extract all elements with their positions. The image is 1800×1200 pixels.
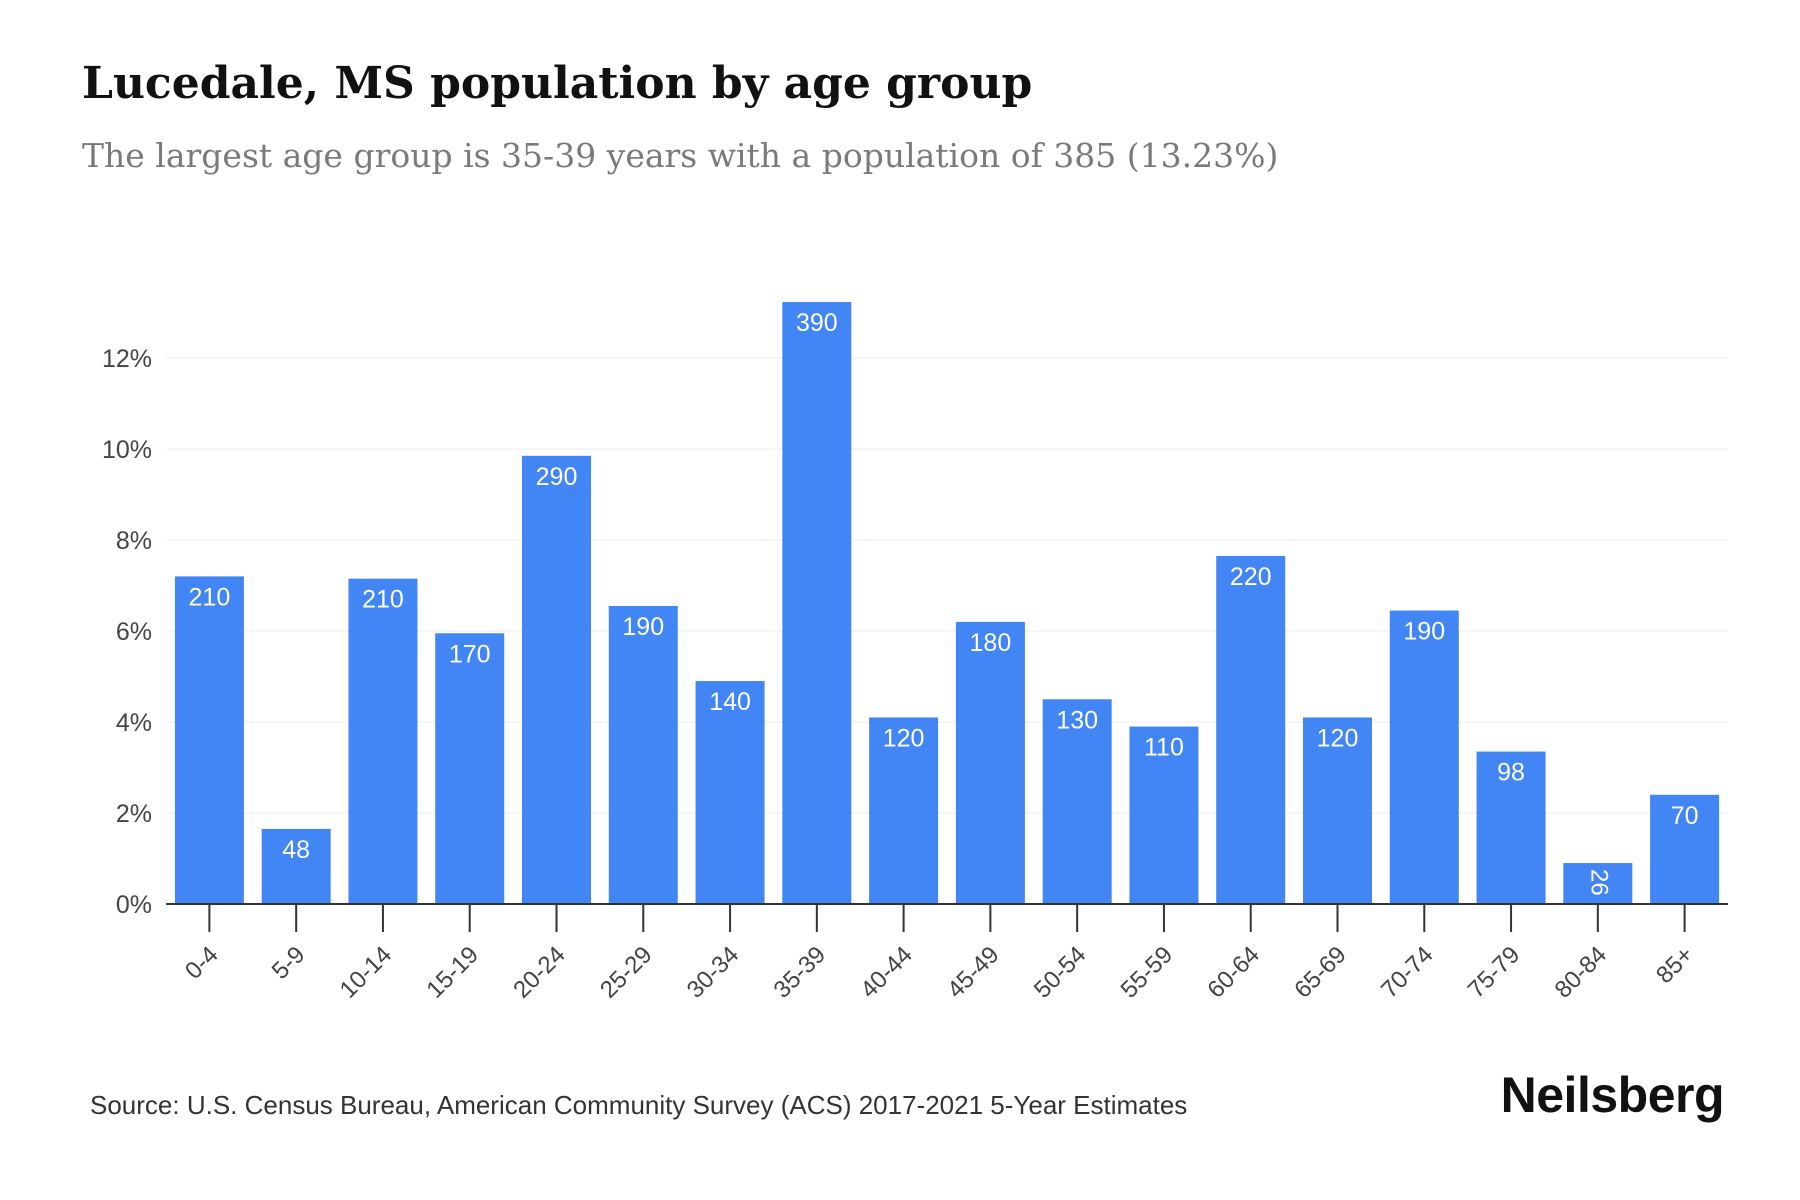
data-label: 70 (1671, 802, 1699, 830)
x-tick-label: 85+ (1651, 941, 1699, 989)
x-tick-label: 55-59 (1116, 941, 1179, 1004)
x-tick-label: 5-9 (267, 941, 311, 985)
x-tick-label: 75-79 (1463, 941, 1526, 1004)
data-label: 98 (1497, 759, 1525, 787)
bar-55-59 (1129, 726, 1199, 904)
bar-65-69 (1303, 717, 1372, 904)
bar-0-4 (174, 576, 244, 904)
bar-25-29 (608, 605, 678, 904)
data-label: 210 (189, 583, 231, 611)
y-tick-label: 8% (116, 527, 152, 555)
chart-subtitle: The largest age group is 35-39 years wit… (82, 136, 1279, 175)
data-label: 170 (449, 640, 491, 668)
y-tick-label: 12% (102, 345, 152, 373)
x-axis-ticks: 0-4 5-9 10-14 15-19 20-24 25-29 30-34 35-39 40-4… (180, 904, 1699, 1004)
data-label: 190 (622, 613, 664, 641)
bar-85+ (1650, 794, 1720, 904)
data-label: 390 (796, 309, 838, 337)
bar-10-14 (348, 578, 418, 904)
x-tick-label: 40-44 (855, 941, 918, 1004)
data-label: 120 (1317, 724, 1359, 752)
bar-15-19 (435, 633, 505, 904)
data-label: 140 (709, 688, 751, 716)
y-tick-label: 4% (116, 709, 152, 737)
y-tick-label: 10% (102, 436, 152, 464)
x-tick-label: 15-19 (421, 941, 484, 1004)
bar-chart: 0% 2% 4% 6% 8% 10% 12% 210 48 210 170 290 190 140 390… (102, 302, 1728, 1004)
x-tick-label: 80-84 (1550, 941, 1613, 1004)
x-tick-label: 50-54 (1029, 941, 1092, 1004)
bar-70-74 (1389, 610, 1459, 904)
data-label: 180 (970, 629, 1012, 657)
x-tick-label: 30-34 (682, 941, 745, 1004)
y-axis-ticks: 0% 2% 4% 6% 8% 10% 12% (102, 345, 152, 919)
data-label: 110 (1144, 734, 1184, 762)
y-tick-label: 0% (116, 891, 152, 919)
x-tick-label: 65-69 (1289, 941, 1352, 1004)
data-label: 210 (362, 586, 404, 614)
source-note: Source: U.S. Census Bureau, American Com… (90, 1090, 1188, 1120)
x-tick-label: 70-74 (1376, 941, 1439, 1004)
x-tick-label: 20-24 (508, 941, 571, 1004)
bars: 210 48 210 170 290 190 140 390 120 180 130 110 220 12… (174, 302, 1720, 904)
bar-20-24 (522, 455, 591, 904)
x-tick-label: 0-4 (180, 941, 224, 985)
bar-45-49 (955, 621, 1025, 904)
data-label: 190 (1403, 618, 1445, 646)
data-label: 48 (282, 836, 310, 864)
y-tick-label: 6% (116, 618, 152, 646)
data-label: 220 (1230, 563, 1272, 591)
bar-50-54 (1042, 699, 1112, 904)
bar-60-64 (1216, 555, 1286, 904)
grid-lines (166, 357, 1728, 814)
data-label: 26 (1585, 869, 1612, 896)
data-label: 130 (1056, 706, 1098, 734)
x-tick-label: 60-64 (1202, 941, 1265, 1004)
data-label: 290 (536, 463, 578, 491)
x-tick-label: 35-39 (769, 941, 832, 1004)
y-tick-label: 2% (116, 800, 152, 828)
x-tick-label: 25-29 (595, 941, 658, 1004)
chart-title: Lucedale, MS population by age group (82, 58, 1033, 109)
data-label: 120 (883, 724, 925, 752)
bar-30-34 (695, 681, 765, 904)
bar-75-79 (1476, 751, 1546, 904)
bar-40-44 (869, 717, 939, 904)
bar-35-39 (782, 302, 852, 904)
brand-logo: Neilsberg (1500, 1067, 1725, 1123)
x-tick-label: 10-14 (335, 941, 398, 1004)
bar-80-84 (1563, 863, 1633, 904)
x-tick-label: 45-49 (942, 941, 1005, 1004)
bar-5-9 (261, 828, 331, 904)
